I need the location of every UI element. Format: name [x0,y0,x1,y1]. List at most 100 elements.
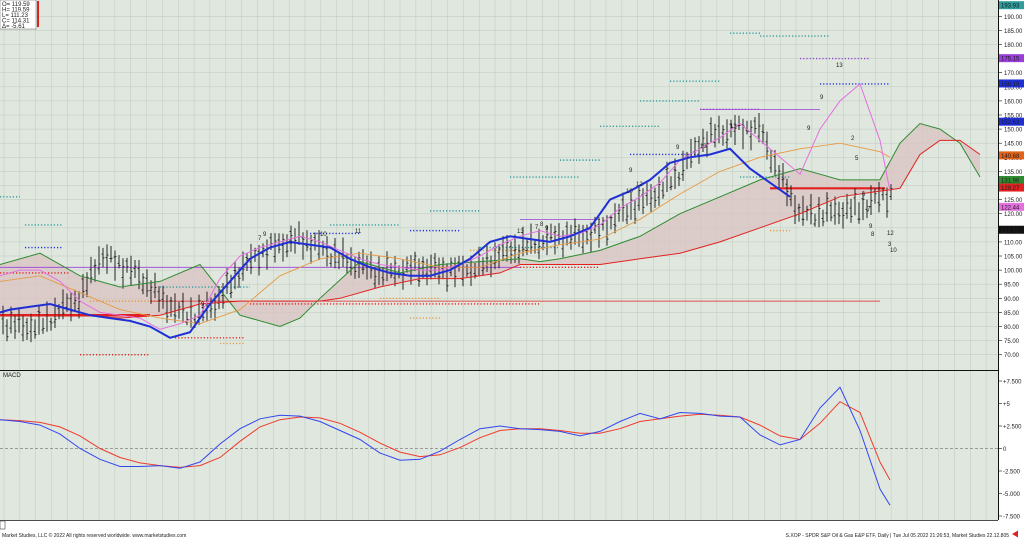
macd-y-tick-label: 0 [1003,447,1007,453]
macd-y-tick-label: -5.000 [1003,492,1021,498]
scroll-left-handle[interactable] [0,520,6,530]
price-label: 131.96 [1001,178,1020,184]
y-tick-label: 190.00 [1004,15,1023,21]
y-tick-label: 160.00 [1004,99,1023,105]
sequential-count-label: 12 [887,231,894,237]
ohlc-high: H= 119.59 [2,8,30,14]
y-tick-label: 100.00 [1004,269,1023,275]
footer-bg [0,520,1024,539]
macd-y-tick-label: +7.500 [1003,380,1022,386]
sequential-count-label: 9 [807,126,811,132]
pink-conversion-line [0,83,891,330]
sequential-count-label: 13 [836,63,843,69]
ohlc-color-bar [37,1,39,27]
price-label: 175.15 [1001,57,1020,63]
sequential-count-label: 12 [636,182,643,188]
sequential-count-label: 10 [320,232,327,238]
ohlc-change: Δ= -5.61 [2,24,26,30]
sequential-count-label: 7 [535,225,539,231]
price-label-bg [999,1,1024,10]
y-tick-label: 85.00 [1004,311,1020,317]
price-label-bg [999,54,1024,63]
ohlc-box: O= 119.59 H= 119.59 L= 111.23 C= 114.31 … [0,0,39,30]
y-axis-bg [998,0,1024,539]
sequential-count-label: 13 [517,229,524,235]
y-tick-label: 155.00 [1004,113,1023,119]
sequential-count-label: 6 [289,240,293,246]
ohlc-box-bg [0,0,37,30]
footer-copyright: Market Studies, LLC © 2022 All rights re… [2,532,186,539]
y-tick-label: 180.00 [1004,43,1023,49]
sequential-count-label: 8 [871,232,875,238]
y-tick-label: 105.00 [1004,255,1023,261]
macd-panel-bg [0,371,998,520]
y-tick-label: 125.00 [1004,198,1023,204]
sequential-count-label: 9 [545,226,549,232]
y-tick-label: 95.00 [1004,283,1020,289]
footer-title: S.XOP - SPDR S&P Oil & Gas E&P ETF, Dail… [786,533,1010,539]
price-label: 129.27 [1001,186,1020,192]
red-span-line [0,139,981,319]
macd-y-tick-label: +2.500 [1003,425,1022,431]
sequential-count-label: 9 [676,145,680,151]
y-tick-label: 70.00 [1004,353,1020,359]
red-arrow-icon[interactable] [1012,530,1018,538]
price-label-bg [999,79,1024,88]
y-tick-label: 165.00 [1004,85,1023,91]
macd-signal-line [0,401,891,481]
green-span-line [0,122,981,328]
sequential-count-label: 2 [851,136,855,142]
price-label: 193.93 [1001,4,1020,10]
ohlc-low: L= 111.23 [2,13,29,19]
price-label-bg [999,117,1024,126]
ichimoku-cloud [0,123,980,327]
sequential-count-label: 13 [700,144,707,150]
sequential-count-label: 6 [862,192,866,198]
sequential-count-label: 9 [201,302,205,308]
sequential-count-label: 10 [626,189,633,195]
sequential-count-label: 10 [890,248,897,254]
price-label: 166.18 [1001,82,1020,88]
macd-y-tick-label: +5 [1003,402,1011,408]
sequential-count-label: 13 [730,124,737,130]
sequential-count-label: 9 [629,168,633,174]
y-tick-label: 145.00 [1004,142,1023,148]
price-label-bg [999,202,1024,211]
y-tick-label: 110.00 [1004,240,1023,246]
sequential-count-label: 3 [888,242,892,248]
sequential-count-label: 7 [258,236,262,242]
sequential-count-label: 9 [869,224,873,230]
y-tick-label: 75.00 [1004,339,1020,345]
scroll-right-icon[interactable] [1012,530,1018,538]
y-tick-label: 170.00 [1004,71,1023,77]
sequential-count-label: 9 [263,232,267,238]
price-label-bg [999,151,1024,160]
price-label-bg [999,225,1024,234]
y-tick-label: 120.00 [1004,212,1023,218]
macd-line [0,386,891,506]
macd-y-tick-label: -2.500 [1003,470,1021,476]
price-label: 122.44 [1001,205,1020,211]
price-label: 114.31 [1001,228,1020,234]
y-tick-label: 135.00 [1004,170,1023,176]
y-tick-label: 150.00 [1004,128,1023,134]
price-label-bg [999,183,1024,192]
price-label: 140.68 [1001,154,1020,160]
macd-label: MACD [3,373,21,379]
y-tick-label: 80.00 [1004,325,1020,331]
price-label: 152.63 [1001,120,1020,126]
sequential-count-label: 8 [540,222,544,228]
blue-lagging-line [0,147,791,339]
y-tick-label: 185.00 [1004,29,1023,35]
ohlc-close: C= 114.31 [2,19,30,25]
orange-base-line [0,142,891,325]
sequential-count-label: 11 [355,229,362,235]
y-tick-label: 90.00 [1004,297,1020,303]
sequential-count-label: 9 [820,95,824,101]
price-label-bg [999,175,1024,184]
sequential-count-label: 7 [867,207,871,213]
sequential-count-label: 5 [855,156,859,162]
ohlc-open: O= 119.59 [2,2,30,8]
